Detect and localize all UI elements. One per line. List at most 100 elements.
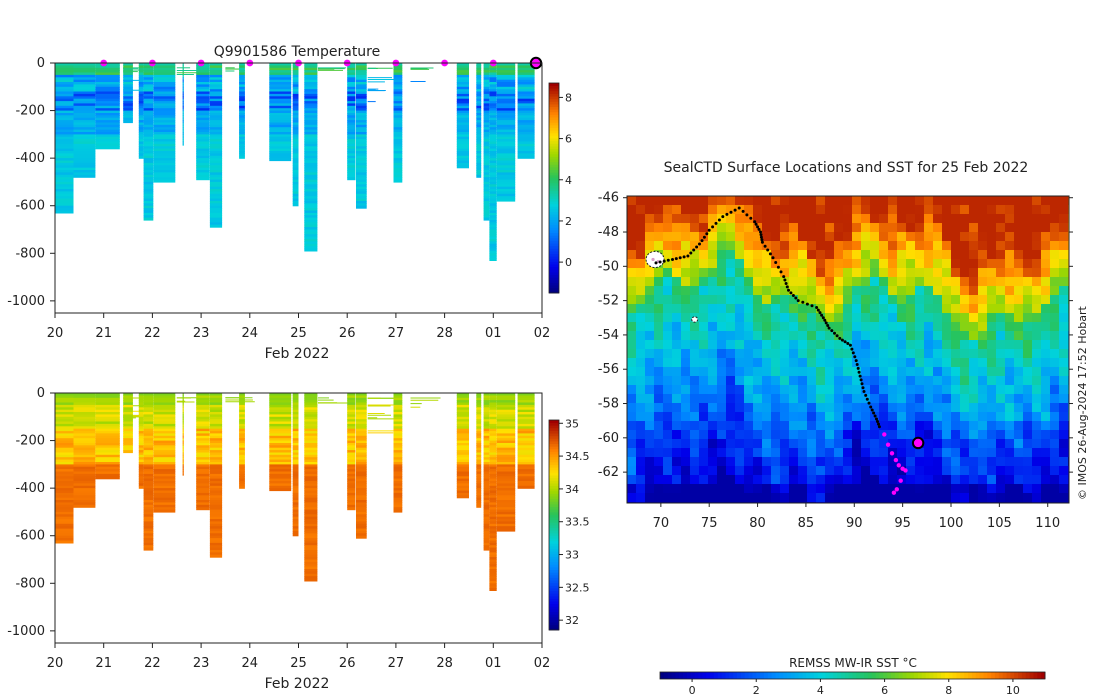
sst-cell (780, 421, 790, 431)
profile-cell (489, 179, 497, 183)
sst-cell (897, 250, 907, 260)
sst-cell (870, 259, 880, 269)
sst-cell (744, 286, 754, 296)
profile-cell (456, 120, 469, 124)
sst-cell (717, 196, 727, 206)
sst-cell (1041, 340, 1051, 350)
sst-cell (951, 250, 961, 260)
profile-cell (476, 395, 482, 399)
colorbar-segment (549, 490, 559, 494)
sst-cell (762, 385, 772, 395)
sst-cell (1041, 349, 1051, 359)
sst-cell (825, 493, 835, 503)
sst-cell (798, 349, 808, 359)
profile-cell (55, 416, 74, 420)
sst-cell (807, 385, 817, 395)
sst-colorbar-segment (729, 672, 734, 679)
profile-cell (182, 84, 184, 88)
sst-cell (906, 439, 916, 449)
profile-cell (55, 414, 74, 418)
profile-cell (292, 414, 299, 418)
profile-cell (269, 124, 292, 128)
sst-cell (1005, 349, 1015, 359)
sst-cell (1014, 439, 1024, 449)
colorbar-segment (549, 462, 559, 466)
profile-cell (138, 395, 144, 399)
colorbar-segment (549, 127, 559, 131)
profile-cell (476, 74, 482, 78)
sst-cell (753, 205, 763, 215)
sst-cell (915, 259, 925, 269)
profile-cell (138, 113, 144, 116)
sst-cell (987, 340, 997, 350)
sst-cell (627, 466, 637, 476)
sst-cell (654, 349, 664, 359)
profile-cell (393, 462, 403, 465)
sst-cell (663, 412, 673, 422)
profile-cell (153, 84, 176, 88)
sst-cell (735, 466, 745, 476)
profile-cell (456, 438, 469, 442)
sst-cell (690, 421, 700, 431)
sst-cell (681, 331, 691, 341)
profile-cell (356, 205, 367, 209)
profile-cell (517, 433, 535, 437)
profile-cell (489, 450, 497, 454)
profile-cell (209, 79, 223, 83)
profile-cell (55, 96, 74, 100)
profile-cell (476, 502, 482, 506)
sst-cell (1023, 340, 1033, 350)
profile-cell (456, 435, 469, 439)
profile-cell (496, 181, 516, 185)
sst-cell (627, 412, 637, 422)
sst-cell (1005, 493, 1015, 503)
profile-cell (393, 122, 403, 126)
profile-cell (123, 404, 133, 408)
profile-cell (496, 485, 516, 489)
profile-cell (393, 124, 403, 128)
profile-cell (356, 476, 367, 480)
profile-cell (269, 148, 292, 152)
sst-cell (843, 493, 853, 503)
profile-cell (182, 440, 184, 444)
profile-cell (196, 471, 210, 475)
sst-cell (933, 349, 943, 359)
sst-cell (1059, 331, 1069, 341)
profile-cell (209, 193, 223, 197)
colorbar-segment (549, 559, 559, 563)
profile-cell (304, 205, 318, 209)
sst-cell (951, 223, 961, 233)
profile-cell (269, 447, 292, 451)
profile-cell (496, 72, 516, 76)
sst-cell (753, 196, 763, 206)
profile-cell (239, 151, 245, 154)
sst-cell (978, 493, 988, 503)
sst-cell (1050, 331, 1060, 341)
profile-cell (489, 113, 497, 116)
sst-cell (834, 403, 844, 413)
sst-cell (852, 349, 862, 359)
sst-cell (816, 457, 826, 467)
profile-cell (347, 136, 356, 140)
profile-cell (456, 492, 469, 496)
sst-cell (636, 304, 646, 314)
profile-cell (196, 435, 210, 439)
profile-cell (496, 511, 516, 515)
profile-cell (292, 117, 299, 121)
sst-cell (843, 367, 853, 377)
profile-cell (476, 124, 482, 128)
sst-colorbar-segment (867, 672, 873, 679)
track-point (741, 209, 745, 213)
profile-cell (356, 450, 367, 454)
sst-cell (825, 286, 835, 296)
sst-cell (888, 412, 898, 422)
sst-cell (681, 250, 691, 260)
profile-cell (269, 414, 292, 418)
profile-cell (517, 469, 535, 473)
profile-cell (489, 231, 497, 235)
track-point (872, 411, 876, 415)
profile-cell (496, 516, 516, 520)
profile-cell (55, 473, 74, 477)
profile-cell (292, 143, 299, 147)
profile-cell (209, 414, 223, 418)
